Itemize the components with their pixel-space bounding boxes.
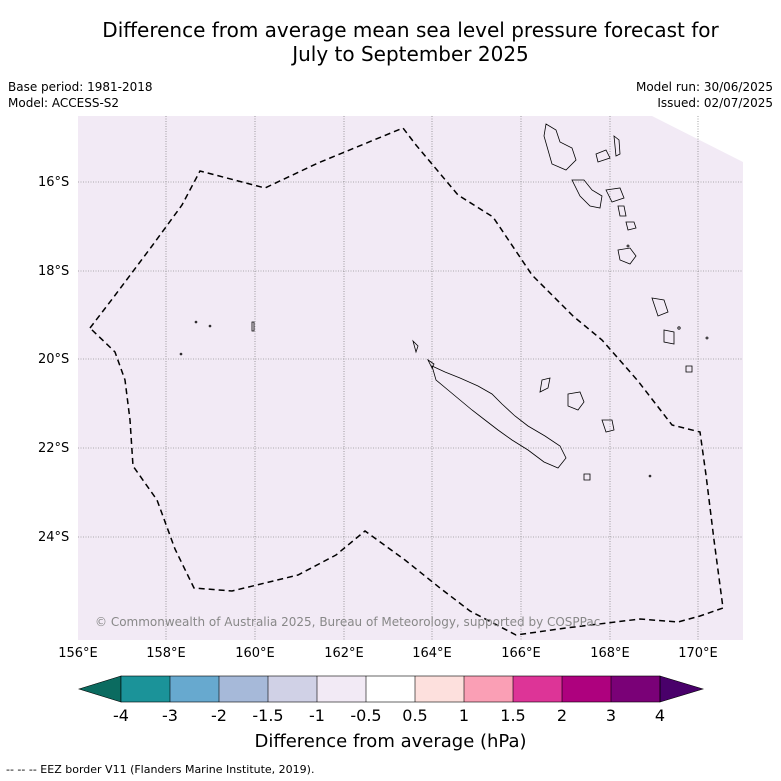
new-caledonia-mainland bbox=[431, 365, 567, 469]
eez-border bbox=[89, 127, 724, 636]
lon-label-158e: 158°E bbox=[146, 646, 186, 661]
graticule bbox=[78, 116, 743, 640]
lat-label-22s: 22°S bbox=[38, 441, 70, 456]
base-period: Base period: 1981-2018 bbox=[8, 80, 153, 94]
title-line-1: Difference from average mean sea level p… bbox=[102, 18, 719, 42]
model-name: Model: ACCESS-S2 bbox=[8, 96, 120, 110]
colorbar-bin bbox=[268, 676, 317, 702]
colorbar-bin bbox=[464, 676, 513, 702]
colorbar-bin bbox=[513, 676, 562, 702]
colorbar-bin bbox=[317, 676, 366, 702]
lat-label-24s: 24°S bbox=[38, 530, 70, 545]
colorbar-tick-label: -1.5 bbox=[252, 706, 284, 725]
colorbar-bin bbox=[415, 676, 464, 702]
colorbar-tick-label: 1 bbox=[458, 706, 470, 725]
colorbar-tick-label: 0.5 bbox=[402, 706, 428, 725]
colorbar-below-triangle bbox=[77, 675, 122, 703]
lon-label-160e: 160°E bbox=[235, 646, 275, 661]
lon-label-162e: 162°E bbox=[324, 646, 364, 661]
colorbar-bin bbox=[611, 676, 660, 702]
lat-label-18s: 18°S bbox=[38, 264, 70, 279]
colorbar-bin bbox=[562, 676, 611, 702]
copyright-note: © Commonwealth of Australia 2025, Bureau… bbox=[95, 615, 600, 629]
lon-label-156e: 156°E bbox=[58, 646, 98, 661]
colorbar-tick-label: -4 bbox=[113, 706, 129, 725]
colorbar-tick-label: -2 bbox=[211, 706, 227, 725]
vanuatu-islands bbox=[543, 123, 709, 373]
colorbar-tick-label: 2 bbox=[556, 706, 568, 725]
map-title: Difference from average mean sea level p… bbox=[0, 18, 781, 66]
colorbar-bin bbox=[121, 676, 170, 702]
issued-date: Issued: 02/07/2025 bbox=[657, 96, 773, 110]
forecast-anomaly-region bbox=[78, 116, 743, 640]
colorbar-bin bbox=[170, 676, 219, 702]
loyalty-islands bbox=[412, 339, 615, 481]
lon-label-170e: 170°E bbox=[678, 646, 718, 661]
colorbar-above-triangle bbox=[659, 675, 705, 703]
colorbar-bin bbox=[219, 676, 268, 702]
meta-right: Model run: 30/06/2025 Issued: 02/07/2025 bbox=[636, 79, 773, 111]
colorbar-outline bbox=[120, 675, 661, 703]
model-run: Model run: 30/06/2025 bbox=[635, 80, 773, 94]
colorbar-tick-label: 3 bbox=[605, 706, 617, 725]
colorbar-tick-label: -0.5 bbox=[350, 706, 382, 725]
colorbar-tick-label: 1.5 bbox=[500, 706, 526, 725]
title-line-2: July to September 2025 bbox=[292, 42, 529, 66]
colorbar bbox=[77, 675, 705, 703]
lat-label-16s: 16°S bbox=[38, 175, 70, 190]
chesterfield-reefs bbox=[179, 320, 652, 478]
lat-label-20s: 20°S bbox=[38, 352, 70, 367]
colorbar-tick-label: 4 bbox=[654, 706, 666, 725]
colorbar-bin bbox=[366, 676, 415, 702]
colorbar-tick-label: -1 bbox=[309, 706, 325, 725]
lon-label-168e: 168°E bbox=[590, 646, 630, 661]
eez-legend-note: -- -- -- EEZ border V11 (Flanders Marine… bbox=[6, 763, 315, 776]
lon-label-166e: 166°E bbox=[501, 646, 541, 661]
lon-label-164e: 164°E bbox=[412, 646, 452, 661]
colorbar-title: Difference from average (hPa) bbox=[254, 731, 527, 752]
colorbar-tick-label: -3 bbox=[162, 706, 178, 725]
meta-left: Base period: 1981-2018 Model: ACCESS-S2 bbox=[8, 79, 153, 111]
